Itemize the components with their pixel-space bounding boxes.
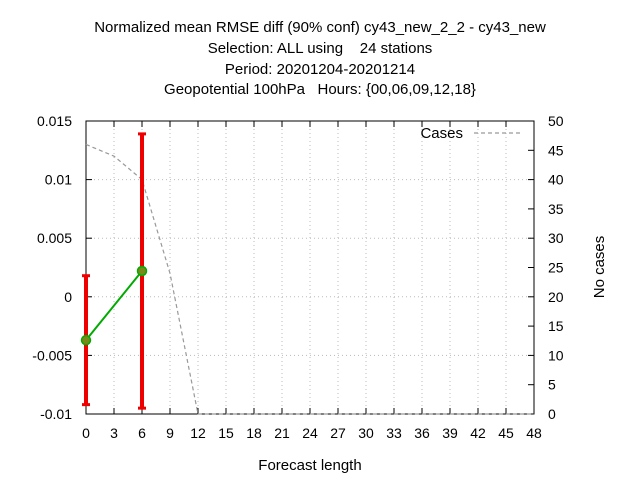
y2-tick-label: 50	[548, 113, 564, 129]
y2-tick-label: 25	[548, 260, 564, 276]
diff-point-1	[136, 265, 148, 277]
x-tick-label: 39	[442, 425, 458, 441]
series-layer	[80, 132, 534, 415]
x-tick-label: 36	[414, 425, 430, 441]
plot-frame	[85, 120, 535, 415]
y2-tick-label: 20	[548, 289, 564, 305]
x-tick-label: 33	[386, 425, 402, 441]
chart-title-line-1: Normalized mean RMSE diff (90% conf) cy4…	[94, 19, 546, 36]
axis-layer: 0 3 6 9 12 15 18 21 24 27 30 33 36 39 42 45 48-0.01-0.00…	[32, 113, 563, 441]
x-tick-label: 12	[190, 425, 206, 441]
x-tick-label: 30	[358, 425, 374, 441]
y2-tick-label: 10	[548, 347, 564, 363]
x-tick-label: 6	[138, 425, 146, 441]
y-tick-label: 0.005	[37, 230, 72, 246]
y2-tick-label: 35	[548, 201, 564, 217]
y2-tick-label: 45	[548, 142, 564, 158]
y2-tick-label: 40	[548, 172, 564, 188]
y-tick-label: 0.015	[37, 113, 72, 129]
chart-title-line-3: Period: 20201204-20201214	[224, 61, 416, 78]
x-tick-label: 3	[110, 425, 118, 441]
x-tick-label: 0	[82, 425, 90, 441]
y-tick-label: -0.01	[40, 406, 72, 422]
x-tick-label: 27	[330, 425, 346, 441]
y2-tick-label: 5	[548, 377, 556, 393]
x-tick-label: 24	[302, 425, 318, 441]
cases-series-line	[85, 143, 534, 415]
y-tick-label: 0.01	[45, 172, 72, 188]
x-tick-label: 15	[218, 425, 234, 441]
y2-tick-label: 0	[548, 406, 556, 422]
legend-label-cases: Cases	[420, 125, 463, 142]
x-tick-label: 9	[166, 425, 174, 441]
x-tick-label: 18	[246, 425, 262, 441]
chart-title-line-2: Selection: ALL using 24 stations	[207, 40, 433, 57]
y-tick-label: -0.005	[32, 347, 72, 363]
x-tick-label: 45	[498, 425, 514, 441]
grid-layer	[86, 121, 534, 414]
diff-point-0	[80, 334, 92, 346]
x-tick-label: 42	[470, 425, 486, 441]
y-tick-label: 0	[64, 289, 72, 305]
y2-axis-label: No cases	[591, 236, 608, 299]
x-tick-label: 48	[526, 425, 542, 441]
chart-title-line-4: Geopotential 100hPa Hours: {00,06,09,12,…	[164, 81, 476, 98]
x-tick-label: 21	[274, 425, 290, 441]
y2-tick-label: 30	[548, 230, 564, 246]
diff-series-line	[85, 270, 143, 341]
legend-layer: Cases	[420, 125, 520, 142]
x-axis-label: Forecast length	[258, 457, 361, 474]
y2-tick-label: 15	[548, 318, 564, 334]
